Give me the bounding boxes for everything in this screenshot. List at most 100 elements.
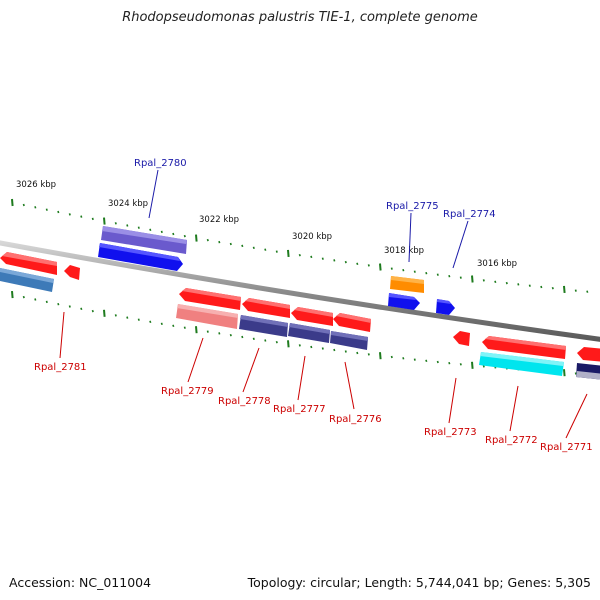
scale-major-tick xyxy=(287,249,290,257)
inner-ring-minor-tick xyxy=(34,298,37,301)
inner-ring-minor-tick xyxy=(574,372,577,375)
scale-minor-tick xyxy=(114,222,117,225)
scale-minor-tick xyxy=(137,226,140,229)
gene-arrow-rpal-2773[interactable] xyxy=(453,331,470,346)
scale-minor-tick xyxy=(367,264,370,267)
inner-ring-minor-tick xyxy=(172,324,175,328)
gene-label-rpal-2773[interactable]: Rpal_2773 xyxy=(424,427,477,438)
scale-minor-tick xyxy=(574,289,577,292)
gene-arrow-rpal-2775[interactable] xyxy=(390,276,424,293)
gene-arrow-rpal-2777[interactable] xyxy=(288,307,333,343)
scale-minor-tick xyxy=(45,208,48,211)
inner-ring-minor-tick xyxy=(80,307,83,311)
scale-minor-tick xyxy=(310,255,313,259)
gene-label-rpal-2775[interactable]: Rpal_2775 xyxy=(386,201,439,212)
scale-major-tick xyxy=(195,234,198,242)
scale-minor-tick xyxy=(494,280,497,284)
inner-ring-major-tick xyxy=(287,340,290,348)
inner-ring-minor-tick xyxy=(436,360,439,364)
inner-ring-minor-tick xyxy=(390,355,393,359)
scale-minor-tick xyxy=(241,244,244,248)
scale-label-3020: 3020 kbp xyxy=(292,232,332,242)
gene-label-rpal-2778[interactable]: Rpal_2778 xyxy=(218,396,271,407)
inner-ring-major-tick xyxy=(563,369,566,377)
scale-minor-tick xyxy=(34,206,37,209)
gene-label-rpal-2772[interactable]: Rpal_2772 xyxy=(485,435,538,446)
gene-arrow-rpal-2775-b[interactable] xyxy=(388,293,420,310)
inner-ring-minor-tick xyxy=(91,309,94,313)
scale-minor-tick xyxy=(356,262,359,266)
inner-ring-minor-tick xyxy=(149,320,152,324)
scale-minor-tick xyxy=(448,274,451,278)
scale-minor-tick xyxy=(482,279,485,282)
scale-minor-tick xyxy=(528,284,531,287)
inner-ring-minor-tick xyxy=(126,316,129,319)
inner-ring-minor-tick xyxy=(321,347,324,350)
scale-minor-tick xyxy=(425,271,428,275)
inner-ring-minor-tick xyxy=(57,302,60,306)
inner-ring-minor-tick xyxy=(45,300,48,304)
gene-arrow-rpal-2776[interactable] xyxy=(330,313,371,350)
scale-minor-tick xyxy=(80,215,83,218)
inner-ring-minor-tick xyxy=(137,318,140,321)
gene-label-rpal-2781[interactable]: Rpal_2781 xyxy=(34,362,87,373)
inner-ring-major-tick xyxy=(379,352,382,360)
scale-label-3024: 3024 kbp xyxy=(108,199,148,209)
scale-major-tick xyxy=(11,198,14,207)
gene-arrow-rpal-2774[interactable] xyxy=(436,299,455,315)
inner-ring-dots xyxy=(11,291,589,377)
scale-minor-tick xyxy=(22,203,25,207)
scale-minor-tick xyxy=(333,259,336,262)
inner-ring-minor-tick xyxy=(448,361,451,365)
inner-ring-minor-tick xyxy=(160,322,163,326)
scale-minor-tick xyxy=(298,253,301,257)
scale-major-tick xyxy=(471,275,474,283)
inner-ring-major-tick xyxy=(103,309,106,317)
inner-ring-minor-tick xyxy=(229,333,232,337)
inner-ring-minor-tick xyxy=(333,348,336,352)
scale-minor-tick xyxy=(160,230,163,234)
scale-label-3018: 3018 kbp xyxy=(384,246,424,256)
gene-label-rpal-2780[interactable]: Rpal_2780 xyxy=(134,158,187,169)
scale-minor-tick xyxy=(264,248,267,251)
inner-ring-minor-tick xyxy=(22,295,25,299)
gene-label-rpal-2771[interactable]: Rpal_2771 xyxy=(540,442,593,453)
scale-minor-tick xyxy=(206,238,209,242)
gene-label-rpal-2779[interactable]: Rpal_2779 xyxy=(161,386,214,397)
scale-dots xyxy=(11,198,589,293)
gene-label-rpal-2774[interactable]: Rpal_2774 xyxy=(443,209,496,220)
scale-minor-tick xyxy=(540,285,543,289)
scale-major-tick xyxy=(379,263,382,271)
gene-arrow-rpal-2781[interactable] xyxy=(0,252,57,292)
inner-ring-minor-tick xyxy=(275,340,278,344)
scale-minor-tick xyxy=(252,246,255,250)
inner-ring-minor-tick xyxy=(367,353,370,356)
scale-minor-tick xyxy=(344,260,347,264)
genome-title: Rhodopseudomonas palustris TIE-1, comple… xyxy=(122,10,478,25)
gene-arrow-rpal-2772[interactable] xyxy=(479,336,566,376)
gene-arrow-rpal-2778[interactable] xyxy=(239,298,290,337)
gene-arrow-rpal-2779[interactable] xyxy=(176,288,241,329)
scale-minor-tick xyxy=(68,213,71,216)
gene-arrow-rpal-2771[interactable] xyxy=(576,347,600,380)
inner-ring-major-tick xyxy=(11,291,14,299)
label-leaders xyxy=(59,169,588,439)
scale-minor-tick xyxy=(402,268,405,272)
inner-ring-minor-tick xyxy=(310,345,313,349)
inner-ring-minor-tick xyxy=(206,330,209,333)
gene-arrow-rpal-2781-b[interactable] xyxy=(64,265,80,280)
inner-ring-minor-tick xyxy=(183,326,186,329)
genome-summary-label: Topology: circular; Length: 5,744,041 bp… xyxy=(247,575,591,590)
inner-ring-minor-tick xyxy=(413,358,416,361)
inner-ring-minor-tick xyxy=(482,365,485,368)
inner-ring-minor-tick xyxy=(68,305,71,308)
scale-minor-tick xyxy=(183,234,186,238)
gene-label-rpal-2776[interactable]: Rpal_2776 xyxy=(329,414,382,425)
gene-label-rpal-2777[interactable]: Rpal_2777 xyxy=(273,404,326,415)
inner-ring-minor-tick xyxy=(459,363,462,366)
inner-ring-minor-tick xyxy=(402,357,405,360)
scale-major-tick xyxy=(103,217,106,225)
gene-arrow-rpal-2780[interactable] xyxy=(98,226,187,271)
scale-minor-tick xyxy=(91,217,94,221)
